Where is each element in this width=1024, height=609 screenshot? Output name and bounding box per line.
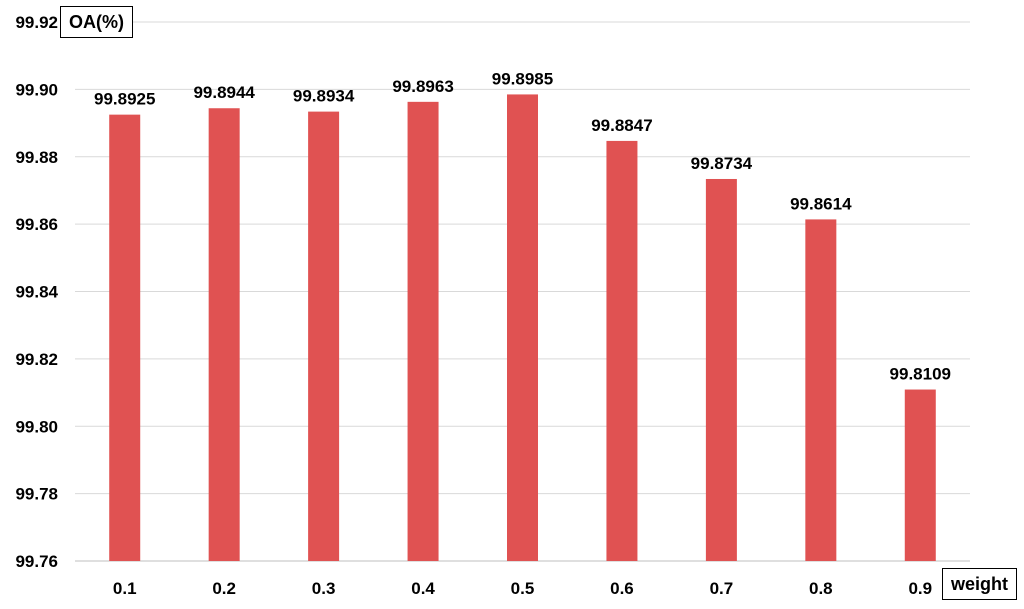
bar — [805, 219, 837, 561]
x-tick-label: 0.8 — [809, 579, 833, 598]
x-tick-label: 0.9 — [908, 579, 932, 598]
data-label: 99.8847 — [591, 116, 652, 135]
y-axis-label: OA(%) — [60, 6, 133, 38]
bar — [407, 101, 439, 561]
x-tick-label: 0.1 — [113, 579, 137, 598]
y-tick-label: 99.84 — [15, 283, 58, 302]
bar — [507, 94, 538, 561]
x-axis-label: weight — [942, 568, 1017, 600]
data-label: 99.8934 — [293, 87, 355, 106]
y-tick-label: 99.76 — [15, 552, 58, 571]
bar — [606, 140, 638, 561]
bar — [904, 389, 936, 561]
x-tick-label: 0.3 — [312, 579, 336, 598]
x-axis-tick-labels: 0.1 0.2 0.3 0.4 0.5 0.6 0.7 0.8 0.9 — [113, 579, 932, 598]
bar — [208, 108, 240, 562]
bar — [308, 111, 340, 561]
y-tick-label: 99.80 — [15, 417, 58, 436]
data-label: 99.8985 — [492, 69, 553, 88]
data-label: 99.8734 — [691, 154, 753, 173]
bar — [705, 178, 737, 561]
y-axis-tick-labels: 99.92 99.90 99.88 99.86 99.84 99.82 99.80 99.78… — [15, 13, 58, 571]
x-tick-label: 0.6 — [610, 579, 634, 598]
x-tick-label: 0.7 — [710, 579, 734, 598]
y-tick-label: 99.82 — [15, 350, 58, 369]
x-tick-label: 0.2 — [212, 579, 236, 598]
y-tick-label: 99.78 — [15, 485, 58, 504]
data-label: 99.8963 — [392, 77, 453, 96]
data-labels: 99.8925 99.8944 99.8934 99.8963 99.8985 99.88… — [94, 69, 951, 383]
data-label: 99.8109 — [890, 365, 951, 384]
bar — [109, 114, 141, 561]
x-tick-label: 0.4 — [411, 579, 435, 598]
bars — [109, 94, 936, 562]
y-tick-label: 99.90 — [15, 80, 58, 99]
data-label: 99.8944 — [193, 83, 255, 102]
data-label: 99.8925 — [94, 90, 155, 109]
x-tick-label: 0.5 — [511, 579, 535, 598]
y-tick-label: 99.92 — [15, 13, 58, 32]
y-tick-label: 99.88 — [15, 148, 58, 167]
y-tick-label: 99.86 — [15, 215, 58, 234]
data-label: 99.8614 — [790, 194, 852, 213]
